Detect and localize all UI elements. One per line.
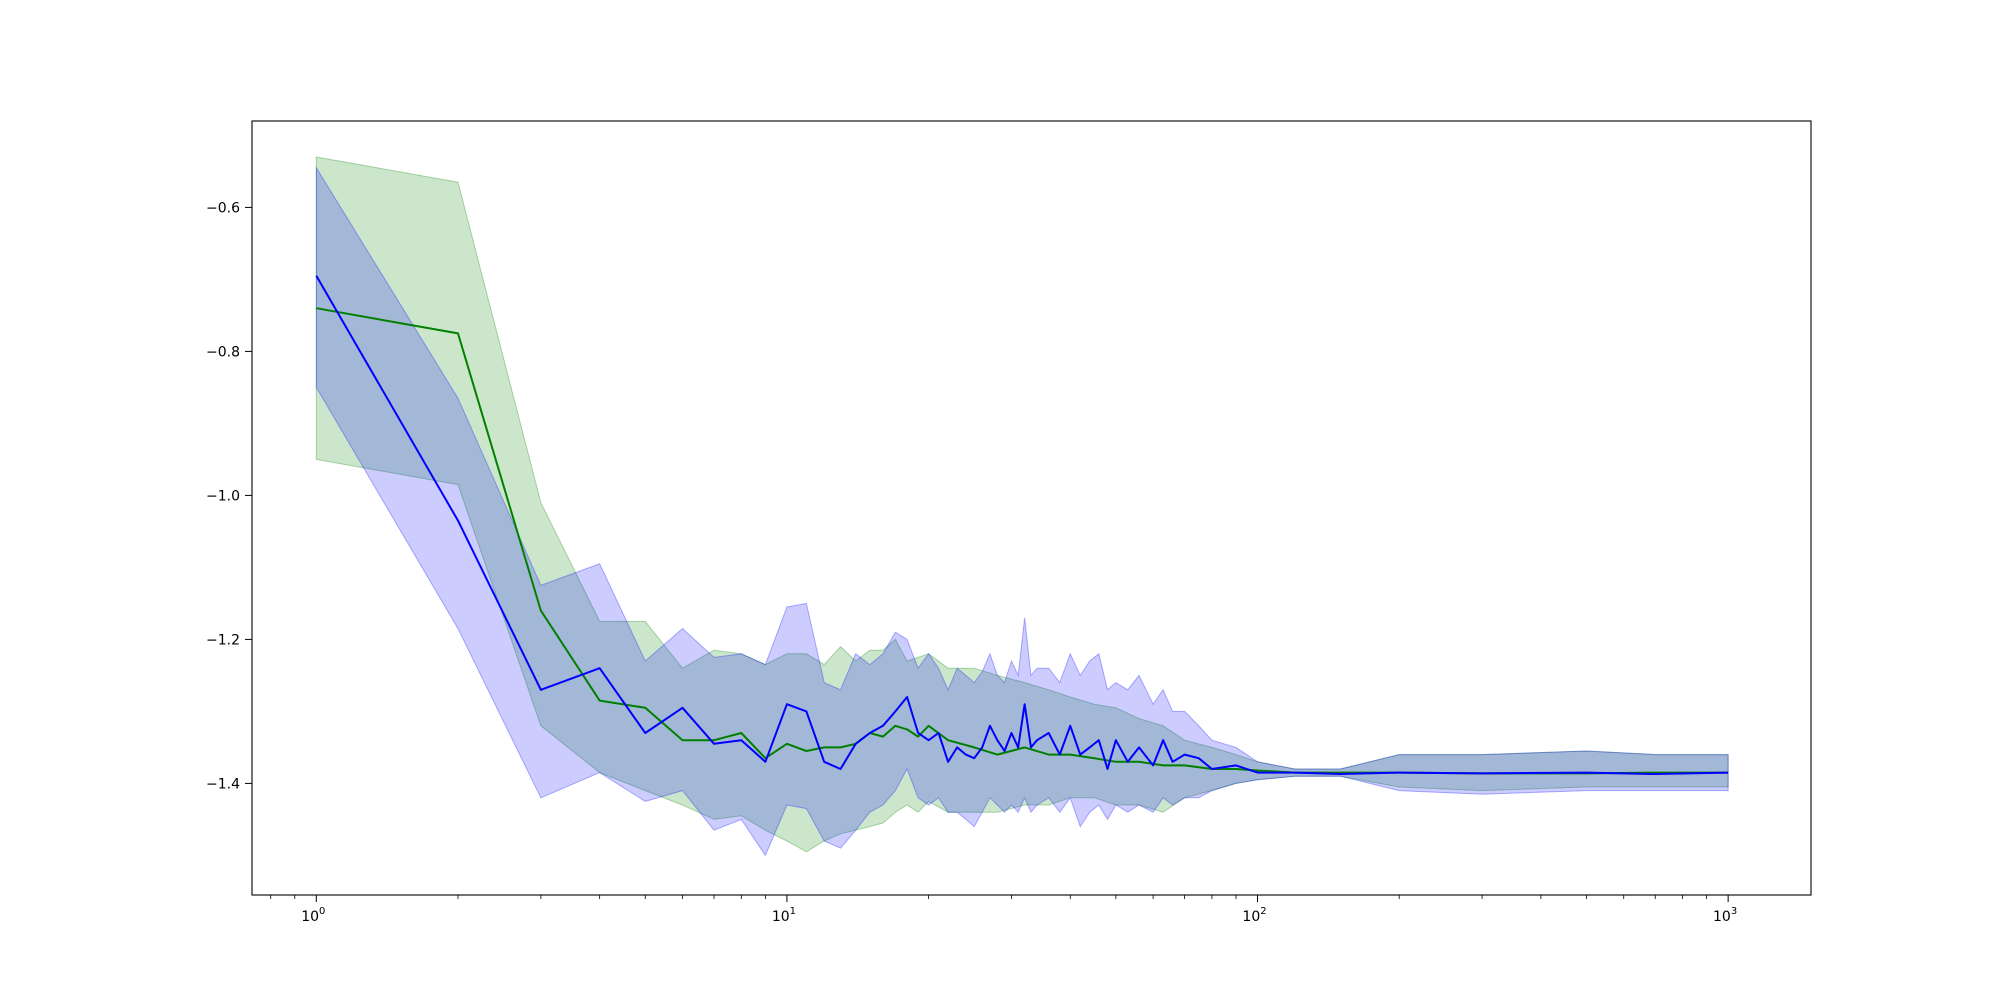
x-tick-exponent: 0 xyxy=(319,906,325,917)
x-tick-exponent: 2 xyxy=(1260,906,1266,917)
confidence-bands xyxy=(315,156,1729,857)
x-tick-base: 10 xyxy=(772,909,790,925)
x-tick-exponent: 1 xyxy=(790,906,796,917)
series-lines xyxy=(315,275,1729,776)
y-axis: −0.6 −0.8 −1.0 −1.2 −1.4 xyxy=(206,200,252,792)
y-tick-label: −0.6 xyxy=(206,200,240,216)
y-tick-label: −1.2 xyxy=(206,632,240,648)
plot-area-frame xyxy=(251,120,1812,896)
series-1-line xyxy=(315,275,1729,776)
x-tick-label: 100 xyxy=(301,906,325,925)
y-tick-label: −0.8 xyxy=(206,344,240,360)
series-1-band xyxy=(315,166,1729,857)
x-tick-label: 102 xyxy=(1242,906,1266,925)
x-tick-base: 10 xyxy=(301,909,319,925)
x-tick-base: 10 xyxy=(1713,909,1731,925)
x-tick-label: 103 xyxy=(1713,906,1737,925)
series-0-line xyxy=(316,307,1729,775)
x-tick-base: 10 xyxy=(1242,909,1260,925)
series-0-band xyxy=(315,156,1729,853)
x-tick-exponent: 3 xyxy=(1731,906,1737,917)
x-tick-label: 101 xyxy=(772,906,796,925)
y-tick-label: −1.4 xyxy=(206,776,240,792)
x-axis: 100 101 102 103 xyxy=(270,895,1737,925)
y-tick-label: −1.0 xyxy=(206,488,240,504)
